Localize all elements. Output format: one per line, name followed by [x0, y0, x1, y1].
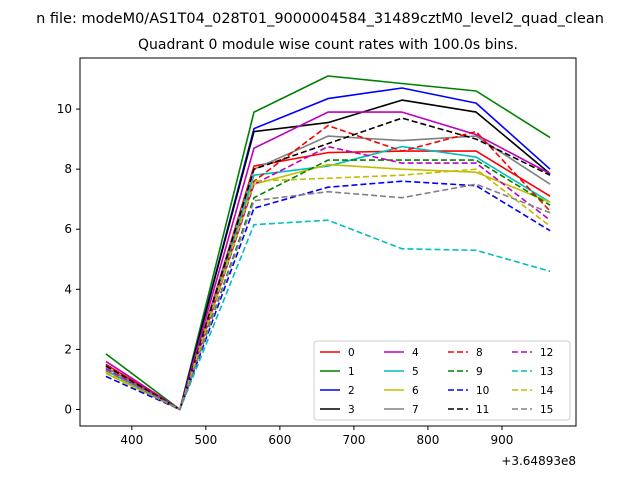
legend-label-14: 14	[540, 385, 554, 397]
x-tick-label: 600	[268, 433, 291, 447]
legend-label-0: 0	[348, 347, 355, 359]
legend-label-6: 6	[412, 385, 419, 397]
legend-label-15: 15	[540, 404, 553, 416]
legend-label-2: 2	[348, 385, 355, 397]
x-tick-label: 800	[416, 433, 439, 447]
x-axis: 400 500 600 700 800 900	[120, 426, 513, 447]
legend-label-1: 1	[348, 366, 355, 378]
legend-label-10: 10	[476, 385, 489, 397]
y-tick-label: 8	[64, 162, 72, 176]
series-layer	[105, 75, 551, 411]
x-tick-label: 700	[342, 433, 365, 447]
y-tick-label: 4	[64, 282, 72, 296]
y-tick-label: 2	[64, 342, 72, 356]
legend-box	[313, 340, 571, 421]
y-tick-label: 6	[64, 222, 72, 236]
x-tick-label: 400	[120, 433, 143, 447]
x-tick-label: 900	[491, 433, 514, 447]
series-line-15	[105, 183, 551, 411]
legend-label-7: 7	[412, 404, 419, 416]
y-axis: 0 2 4 6 8 10	[57, 102, 80, 416]
y-tick-label: 0	[64, 402, 72, 416]
figure-suptitle: n file: modeM0/AS1T04_028T01_9000004584_…	[36, 11, 604, 27]
legend-label-12: 12	[540, 347, 553, 359]
legend-label-11: 11	[476, 404, 489, 416]
x-offset-label: +3.64893e8	[501, 454, 576, 468]
x-tick-label: 500	[194, 433, 217, 447]
legend-label-8: 8	[476, 347, 483, 359]
plot-frame	[79, 57, 577, 427]
legend-label-3: 3	[348, 404, 355, 416]
legend-label-13: 13	[540, 366, 553, 378]
legend-label-4: 4	[412, 347, 419, 359]
legend-label-9: 9	[476, 366, 483, 378]
y-tick-label: 10	[57, 102, 72, 116]
chart-title: Quadrant 0 module wise count rates with …	[138, 37, 518, 53]
legend-label-5: 5	[412, 366, 419, 378]
